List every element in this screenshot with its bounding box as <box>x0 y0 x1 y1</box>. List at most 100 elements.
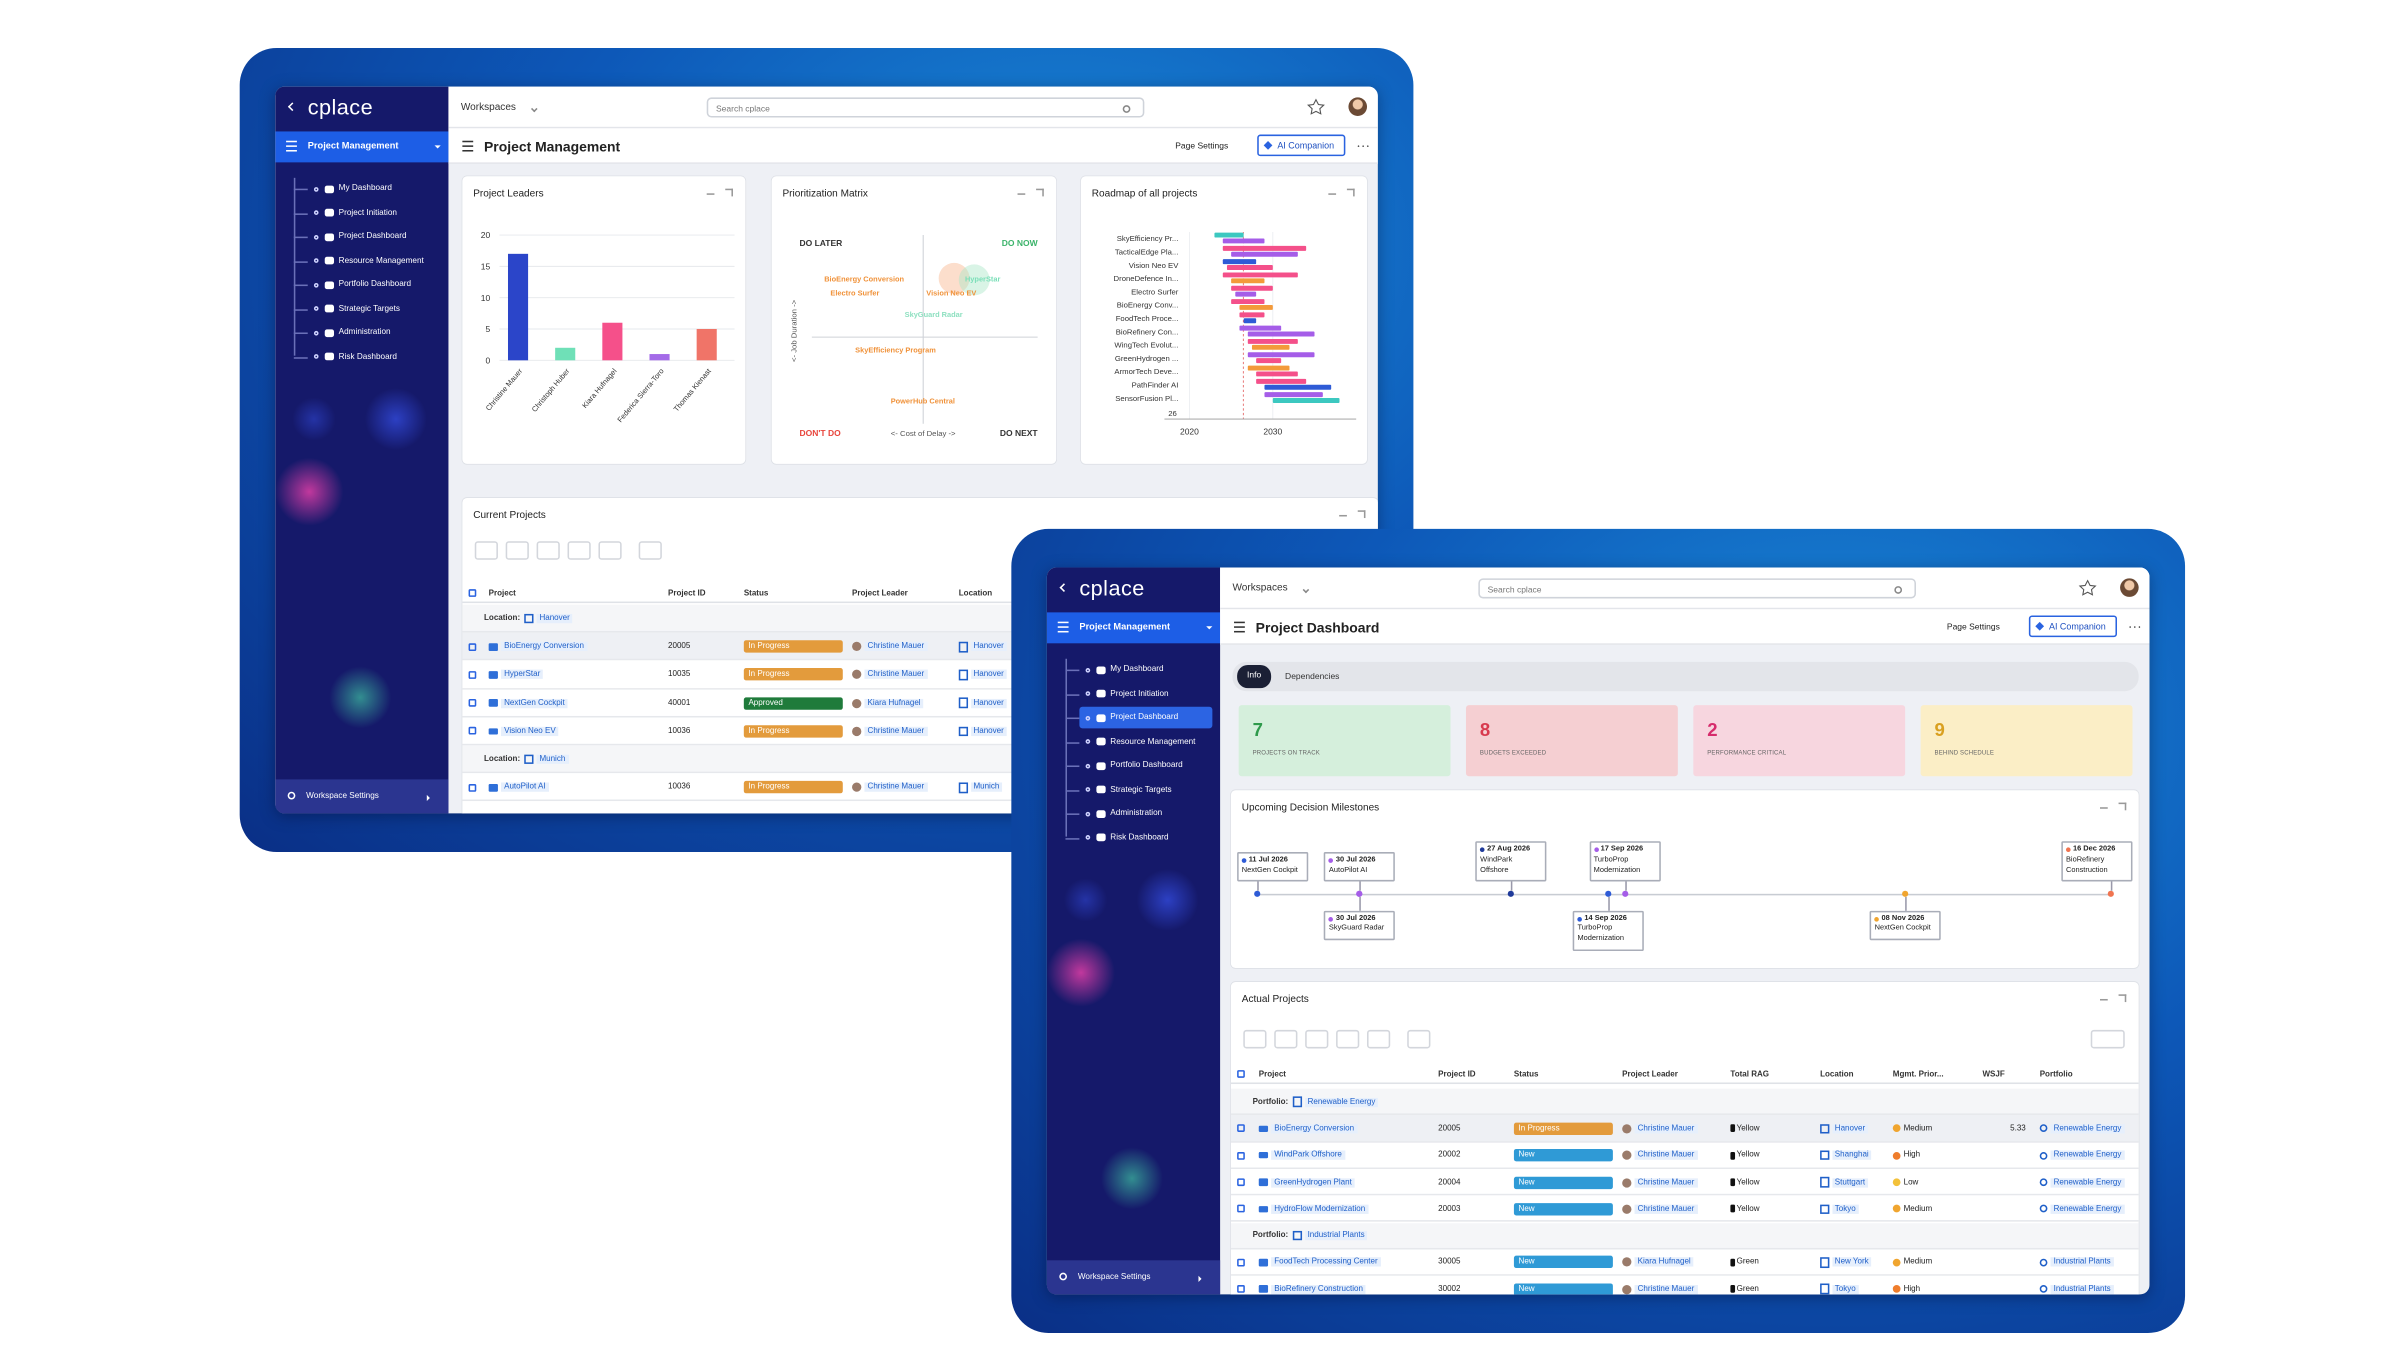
column-header[interactable]: Project Leader <box>1622 1070 1678 1080</box>
avatar[interactable] <box>2120 578 2139 597</box>
project-link[interactable]: HyperStar <box>501 670 544 680</box>
checkbox[interactable] <box>1237 1178 1245 1187</box>
location-link[interactable]: Munich <box>970 782 1003 793</box>
milestone-box[interactable]: 27 Aug 2026 WindPark Offshore <box>1475 841 1547 882</box>
table-row[interactable]: WindPark Offshore 20002 New Christine Mauer… <box>1230 1142 2139 1169</box>
column-header[interactable]: Project ID <box>668 589 706 599</box>
checkbox[interactable] <box>1237 1124 1245 1133</box>
location-link[interactable]: New York <box>1831 1257 1872 1268</box>
checkbox[interactable] <box>1237 1258 1245 1267</box>
nav-item[interactable]: Portfolio Dashboard <box>338 279 412 290</box>
column-header[interactable]: Status <box>743 589 769 599</box>
settings-button[interactable] <box>2090 1029 2125 1049</box>
avatar[interactable] <box>1348 97 1368 116</box>
location-link[interactable]: Hanover <box>970 698 1007 708</box>
leader-link[interactable]: Christine Mauer <box>1634 1177 1698 1187</box>
project-link[interactable]: BioRefinery Construction <box>1271 1284 1367 1294</box>
toolbar-button[interactable] <box>598 541 622 560</box>
table-row[interactable]: FoodTech Processing Center 30005 New Kiara … <box>1230 1249 2139 1276</box>
table-row[interactable]: BioEnergy Conversion 20005 In Progress Chri… <box>1230 1115 2139 1143</box>
column-header[interactable]: Location <box>958 589 993 599</box>
column-header[interactable]: Project <box>488 589 516 599</box>
expand-button[interactable] <box>2118 802 2127 811</box>
project-link[interactable]: WindPark Offshore <box>1271 1150 1345 1161</box>
expand-button[interactable] <box>1346 188 1355 197</box>
project-link[interactable]: Vision Neo EV <box>501 726 559 736</box>
expand-button[interactable] <box>1357 510 1366 519</box>
tab-active[interactable]: Info <box>1237 664 1272 689</box>
table-row[interactable]: GreenHydrogen Plant 20004 New Christine Mau… <box>1230 1168 2139 1196</box>
column-header[interactable]: Location <box>1820 1070 1854 1080</box>
workspaces-menu[interactable]: Workspaces <box>1232 582 1288 594</box>
portfolio-link[interactable]: Renewable Energy <box>2050 1177 2125 1187</box>
column-header[interactable]: Total RAG <box>1730 1070 1770 1080</box>
portfolio-link[interactable]: Renewable Energy <box>2050 1150 2125 1161</box>
toolbar-button[interactable] <box>1274 1029 1298 1049</box>
project-link[interactable]: BioEnergy Conversion <box>501 642 588 652</box>
minimize-button[interactable] <box>1339 514 1347 517</box>
location-link[interactable]: Shanghai <box>1831 1150 1872 1161</box>
checkbox[interactable] <box>1237 1205 1245 1213</box>
table-row[interactable]: BioRefinery Construction 30002 New Christin… <box>1230 1275 2139 1295</box>
milestone-box[interactable]: 14 Sep 2026 TurboProp Modernization <box>1572 910 1644 951</box>
location-link[interactable]: Hanover <box>970 642 1007 652</box>
toolbar-button[interactable] <box>1407 1029 1431 1049</box>
location-link[interactable]: Tokyo <box>1831 1284 1859 1294</box>
toolbar-button[interactable] <box>1305 1029 1329 1049</box>
leader-link[interactable]: Christine Mauer <box>1634 1204 1698 1214</box>
milestone-box[interactable]: 11 Jul 2026 NextGen Cockpit <box>1237 852 1309 882</box>
leader-link[interactable]: Christine Mauer <box>1634 1124 1698 1133</box>
nav-item[interactable]: Resource Management <box>1110 736 1196 747</box>
checkbox[interactable] <box>468 699 477 707</box>
column-header[interactable]: Status <box>1513 1070 1539 1080</box>
leader-link[interactable]: Kiara Hufnagel <box>864 698 924 708</box>
column-header[interactable]: Project <box>1258 1070 1286 1080</box>
checkbox[interactable] <box>468 783 477 792</box>
leader-link[interactable]: Christine Mauer <box>864 642 928 652</box>
project-link[interactable]: GreenHydrogen Plant <box>1271 1177 1355 1187</box>
minimize-button[interactable] <box>2100 807 2108 809</box>
leader-link[interactable]: Kiara Hufnagel <box>1634 1257 1694 1268</box>
nav-item[interactable]: My Dashboard <box>338 184 392 194</box>
milestone-dot[interactable] <box>1356 890 1363 897</box>
checkbox[interactable] <box>468 589 477 597</box>
ai-companion-button[interactable]: AI Companion <box>1257 134 1346 157</box>
toolbar-button[interactable] <box>536 541 560 560</box>
minimize-button[interactable] <box>2100 998 2108 1001</box>
project-link[interactable]: AutoPilot AI <box>501 782 549 793</box>
location-link[interactable]: Hanover <box>1831 1124 1869 1133</box>
checkbox[interactable] <box>1237 1070 1245 1078</box>
table-row[interactable]: HydroFlow Modernization 20003 New Christine… <box>1230 1195 2139 1223</box>
nav-item[interactable]: Administration <box>338 327 391 338</box>
milestone-box[interactable]: 30 Jul 2026 AutoPilot AI <box>1324 852 1396 882</box>
toolbar-button[interactable] <box>474 541 498 560</box>
toolbar-button[interactable] <box>1367 1029 1391 1049</box>
location-link[interactable]: Hanover <box>970 726 1007 736</box>
nav-item[interactable]: Portfolio Dashboard <box>1110 760 1183 771</box>
nav-item[interactable]: Strategic Targets <box>338 303 400 314</box>
nav-item[interactable]: Project Initiation <box>338 207 397 218</box>
back-arrow[interactable] <box>287 102 297 112</box>
column-header[interactable]: Project Leader <box>852 589 908 599</box>
expand-button[interactable] <box>1036 188 1044 197</box>
workspace-selector[interactable]: Project Management <box>1046 612 1221 644</box>
toolbar-button[interactable] <box>638 541 662 560</box>
milestone-dot[interactable] <box>2107 890 2114 897</box>
search-box[interactable]: Search cplace <box>1478 578 1916 599</box>
group-value[interactable]: Munich <box>536 754 569 765</box>
project-link[interactable]: BioEnergy Conversion <box>1271 1124 1358 1133</box>
leader-link[interactable]: Christine Mauer <box>864 670 928 680</box>
portfolio-link[interactable]: Renewable Energy <box>2050 1124 2125 1133</box>
nav-item[interactable]: Risk Dashboard <box>338 351 397 362</box>
page-settings[interactable]: Page Settings <box>1946 623 2000 633</box>
portfolio-link[interactable]: Industrial Plants <box>2050 1284 2114 1294</box>
expand-button[interactable] <box>725 188 733 197</box>
project-link[interactable]: NextGen Cockpit <box>501 698 568 708</box>
nav-item[interactable]: Resource Management <box>338 255 424 266</box>
nav-item[interactable]: My Dashboard <box>1110 664 1164 675</box>
page-settings[interactable]: Page Settings <box>1175 142 1229 152</box>
workspace-settings[interactable]: Workspace Settings <box>275 779 449 814</box>
milestone-dot[interactable] <box>1605 890 1612 897</box>
nav-item[interactable]: Project Initiation <box>1110 688 1169 699</box>
location-link[interactable]: Tokyo <box>1831 1204 1859 1214</box>
